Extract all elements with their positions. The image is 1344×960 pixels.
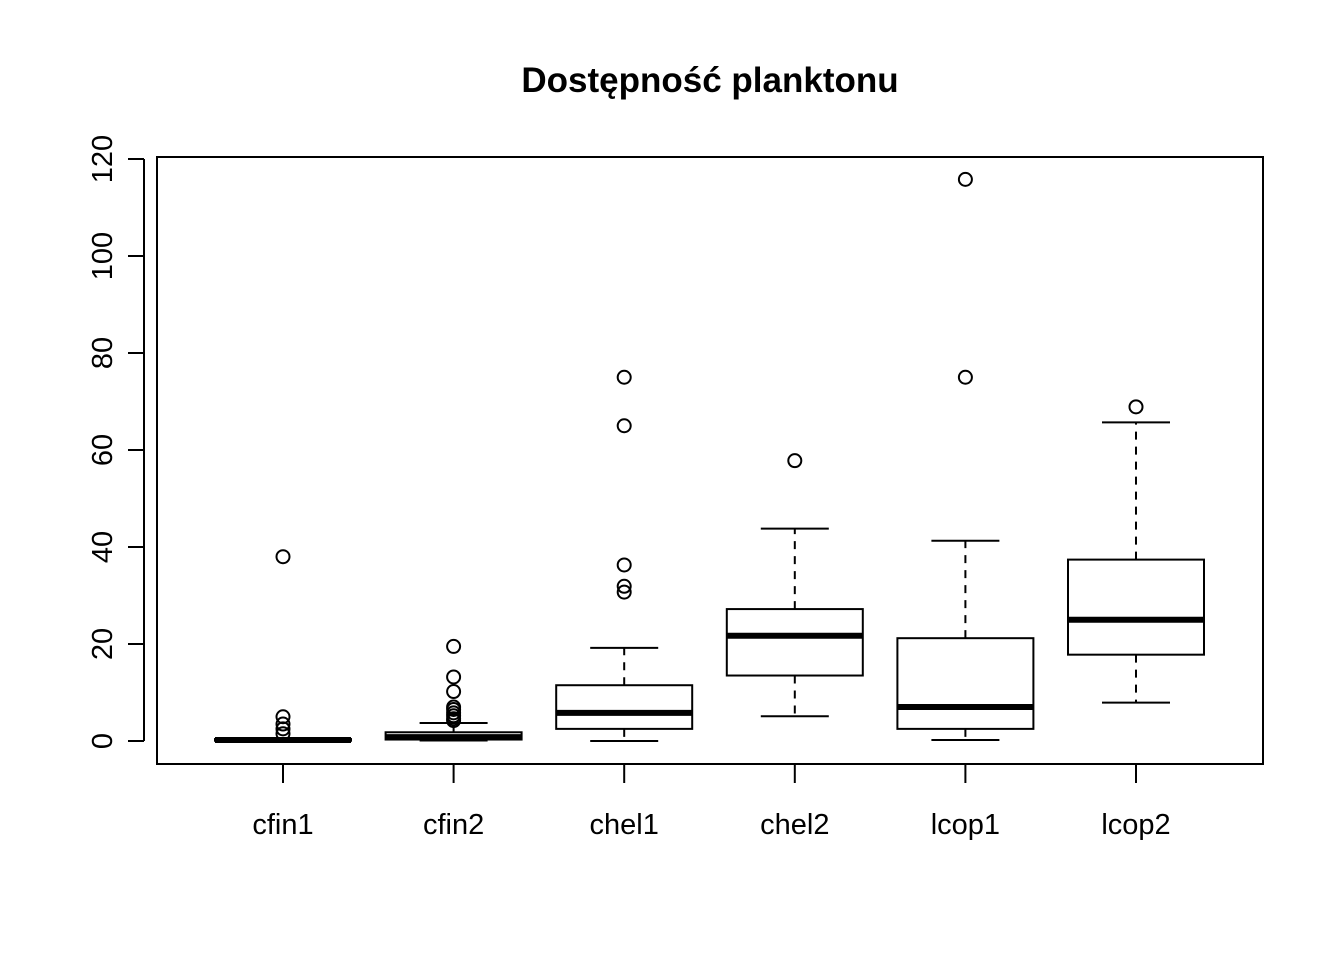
box-iqr	[1067, 558, 1205, 656]
y-tick-label: 100	[87, 232, 119, 280]
outlier-point	[616, 418, 632, 434]
box-chel1	[555, 369, 694, 742]
box-iqr	[555, 684, 694, 730]
outlier-point	[275, 726, 291, 742]
y-tick-label: 40	[87, 531, 119, 563]
plot-frame	[156, 156, 1264, 765]
x-axis: cfin1 cfin2 chel1 chel2 lcop1 lcop2	[252, 763, 1171, 841]
y-tick-label: 20	[87, 628, 119, 660]
x-tick-label: cfin1	[252, 809, 313, 841]
x-tick-label: chel1	[590, 809, 659, 841]
y-tick-label: 0	[87, 733, 119, 749]
box-lcop2	[1067, 399, 1205, 704]
outlier-point	[446, 699, 462, 715]
outlier-point	[957, 171, 973, 187]
x-tick-label: cfin2	[423, 809, 484, 841]
outlier-point	[616, 578, 632, 594]
outlier-point	[616, 584, 632, 600]
box-lcop1	[896, 171, 1035, 742]
outlier-point	[446, 638, 462, 654]
box-chel2	[725, 453, 864, 718]
y-tick-label: 80	[87, 337, 119, 369]
outlier-point	[446, 669, 462, 685]
outlier-point	[957, 369, 973, 385]
outlier-point	[446, 684, 462, 700]
box-iqr	[725, 608, 864, 677]
y-tick-label: 120	[87, 135, 119, 183]
outlier-point	[275, 549, 291, 565]
outlier-point	[275, 716, 291, 732]
boxes	[214, 171, 1205, 744]
chart-title: Dostępność planktonu	[521, 61, 898, 100]
outlier-point	[275, 709, 291, 725]
outlier-point	[616, 557, 632, 573]
box-iqr	[896, 637, 1035, 730]
box-cfin2	[384, 638, 523, 742]
outlier-point	[1128, 399, 1144, 415]
box-cfin1	[214, 549, 352, 744]
outlier-point	[616, 369, 632, 385]
y-axis: 0 20 40 60 80 100 120	[87, 135, 145, 749]
x-tick-label: lcop2	[1101, 809, 1170, 841]
x-tick-label: lcop1	[931, 809, 1000, 841]
x-tick-label: chel2	[760, 809, 829, 841]
outlier-point	[787, 453, 803, 469]
y-tick-label: 60	[87, 434, 119, 466]
